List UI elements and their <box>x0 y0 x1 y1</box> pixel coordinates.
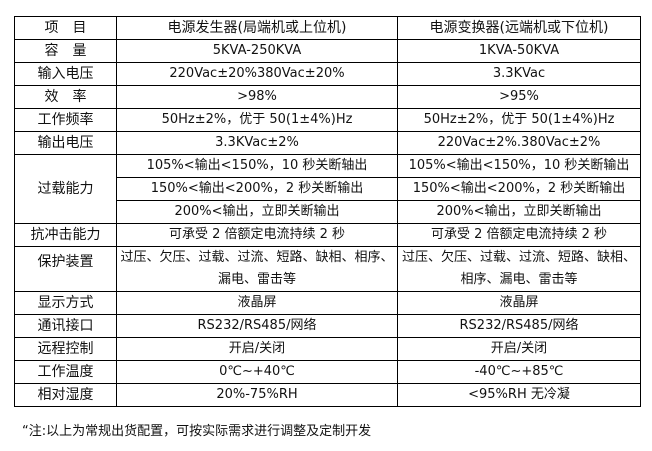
row-label: 过载能力 <box>14 154 117 224</box>
generator-value: 液晶屏 <box>116 291 398 315</box>
converter-value: 150%<输出<200%，2 秒关断输出 <box>397 177 641 201</box>
table-row: 通讯接口 RS232/RS485/网络 RS232/RS485/网络 <box>14 314 641 338</box>
row-label: 通讯接口 <box>14 314 117 338</box>
converter-value: 可承受 2 倍额定电流持续 2 秒 <box>397 223 641 247</box>
generator-value: 220Vac±20%380Vac±20% <box>116 62 398 86</box>
table-row: 效 率 >98% >95% <box>14 85 641 109</box>
table-row: 容 量 5KVA-250KVA 1KVA-50KVA <box>14 39 641 63</box>
row-label: 输出电压 <box>14 131 117 155</box>
row-label: 远程控制 <box>14 337 117 361</box>
converter-value: <95%RH 无冷凝 <box>397 383 641 407</box>
table-row: 输出电压 3.3KVac±2% 220Vac±2%.380Vac±2% <box>14 131 641 155</box>
table-row: 工作温度 0℃~+40℃ -40℃~+85℃ <box>14 360 641 384</box>
generator-value: 105%<输出<150%，10 秒关断轴出 <box>116 154 398 178</box>
converter-value: 过压、欠压、过载、过流、短路、缺相、相序、漏电、雷击等 <box>397 246 641 292</box>
row-label: 工作温度 <box>14 360 117 384</box>
table-row: 保护装置 过压、欠压、过载、过流、短路、缺相、相序、漏电、雷击等 过压、欠压、过载、… <box>14 246 641 292</box>
row-label: 容 量 <box>14 39 117 63</box>
row-label: 相对湿度 <box>14 383 117 407</box>
row-label: 抗冲击能力 <box>14 223 117 247</box>
generator-value: >98% <box>116 85 398 109</box>
table-row: 工作频率 50Hz±2%，优于 50(1±4%)Hz 50Hz±2%，优于 50(1… <box>14 108 641 132</box>
generator-value: 200%<输出，立即关断输出 <box>116 200 398 224</box>
row-label: 效 率 <box>14 85 117 109</box>
converter-value: 开启/关闭 <box>397 337 641 361</box>
generator-value: 可承受 2 倍额定电流持续 2 秒 <box>116 223 398 247</box>
generator-value: 过压、欠压、过载、过流、短路、缺相、相序、漏电、雷击等 <box>116 246 398 292</box>
converter-value: 50Hz±2%，优于 50(1±4%)Hz <box>397 108 641 132</box>
generator-value: 5KVA-250KVA <box>116 39 398 63</box>
converter-value: 220Vac±2%.380Vac±2% <box>397 131 641 155</box>
generator-value: 50Hz±2%，优于 50(1±4%)Hz <box>116 108 398 132</box>
footnote: “注:以上为常规出货配置，可按实际需求进行调整及定制开发 <box>22 424 372 439</box>
generator-value: 0℃~+40℃ <box>116 360 398 384</box>
table-row: 输入电压 220Vac±20%380Vac±20% 3.3KVac <box>14 62 641 86</box>
generator-value: 3.3KVac±2% <box>116 131 398 155</box>
table-row: 过载能力 105%<输出<150%，10 秒关断轴出 105%<输出<150%，10… <box>14 154 641 224</box>
table-row: 200%<输出，立即关断输出 200%<输出，立即关断输出 <box>15 200 641 224</box>
table-row: 远程控制 开启/关闭 开启/关闭 <box>14 337 641 361</box>
row-label: 输入电压 <box>14 62 117 86</box>
generator-value: 20%-75%RH <box>116 383 398 407</box>
header-generator: 电源发生器(局端机或上位机) <box>116 16 398 40</box>
row-label: 工作频率 <box>14 108 117 132</box>
header-converter: 电源变换器(远端机或下位机) <box>397 16 641 40</box>
converter-value: 液晶屏 <box>397 291 641 315</box>
converter-value: RS232/RS485/网络 <box>397 314 641 338</box>
generator-value: 150%<输出<200%，2 秒关断输出 <box>116 177 398 201</box>
converter-value: 105%<输出<150%，10 秒关断输出 <box>397 154 641 178</box>
header-row: 项 目 电源发生器(局端机或上位机) 电源变换器(远端机或下位机) <box>14 16 641 40</box>
converter-value: 1KVA-50KVA <box>397 39 641 63</box>
table-row: 150%<输出<200%，2 秒关断输出 150%<输出<200%，2 秒关断输出 <box>15 177 641 201</box>
table-row: 显示方式 液晶屏 液晶屏 <box>14 291 641 315</box>
row-label: 显示方式 <box>14 291 117 315</box>
row-label: 保护装置 <box>14 246 117 292</box>
generator-value: 开启/关闭 <box>116 337 398 361</box>
generator-value: RS232/RS485/网络 <box>116 314 398 338</box>
spec-table: 项 目 电源发生器(局端机或上位机) 电源变换器(远端机或下位机) 容 量 5KV… <box>14 16 641 407</box>
converter-value: -40℃~+85℃ <box>397 360 641 384</box>
header-item: 项 目 <box>14 16 117 40</box>
table-row: 抗冲击能力 可承受 2 倍额定电流持续 2 秒可承受 2 倍额定电流持续 2 秒 <box>14 223 641 247</box>
table-row: 相对湿度 20%-75%RH <95%RH 无冷凝 <box>14 383 641 407</box>
converter-value: 3.3KVac <box>397 62 641 86</box>
converter-value: 200%<输出，立即关断输出 <box>397 200 641 224</box>
converter-value: >95% <box>397 85 641 109</box>
